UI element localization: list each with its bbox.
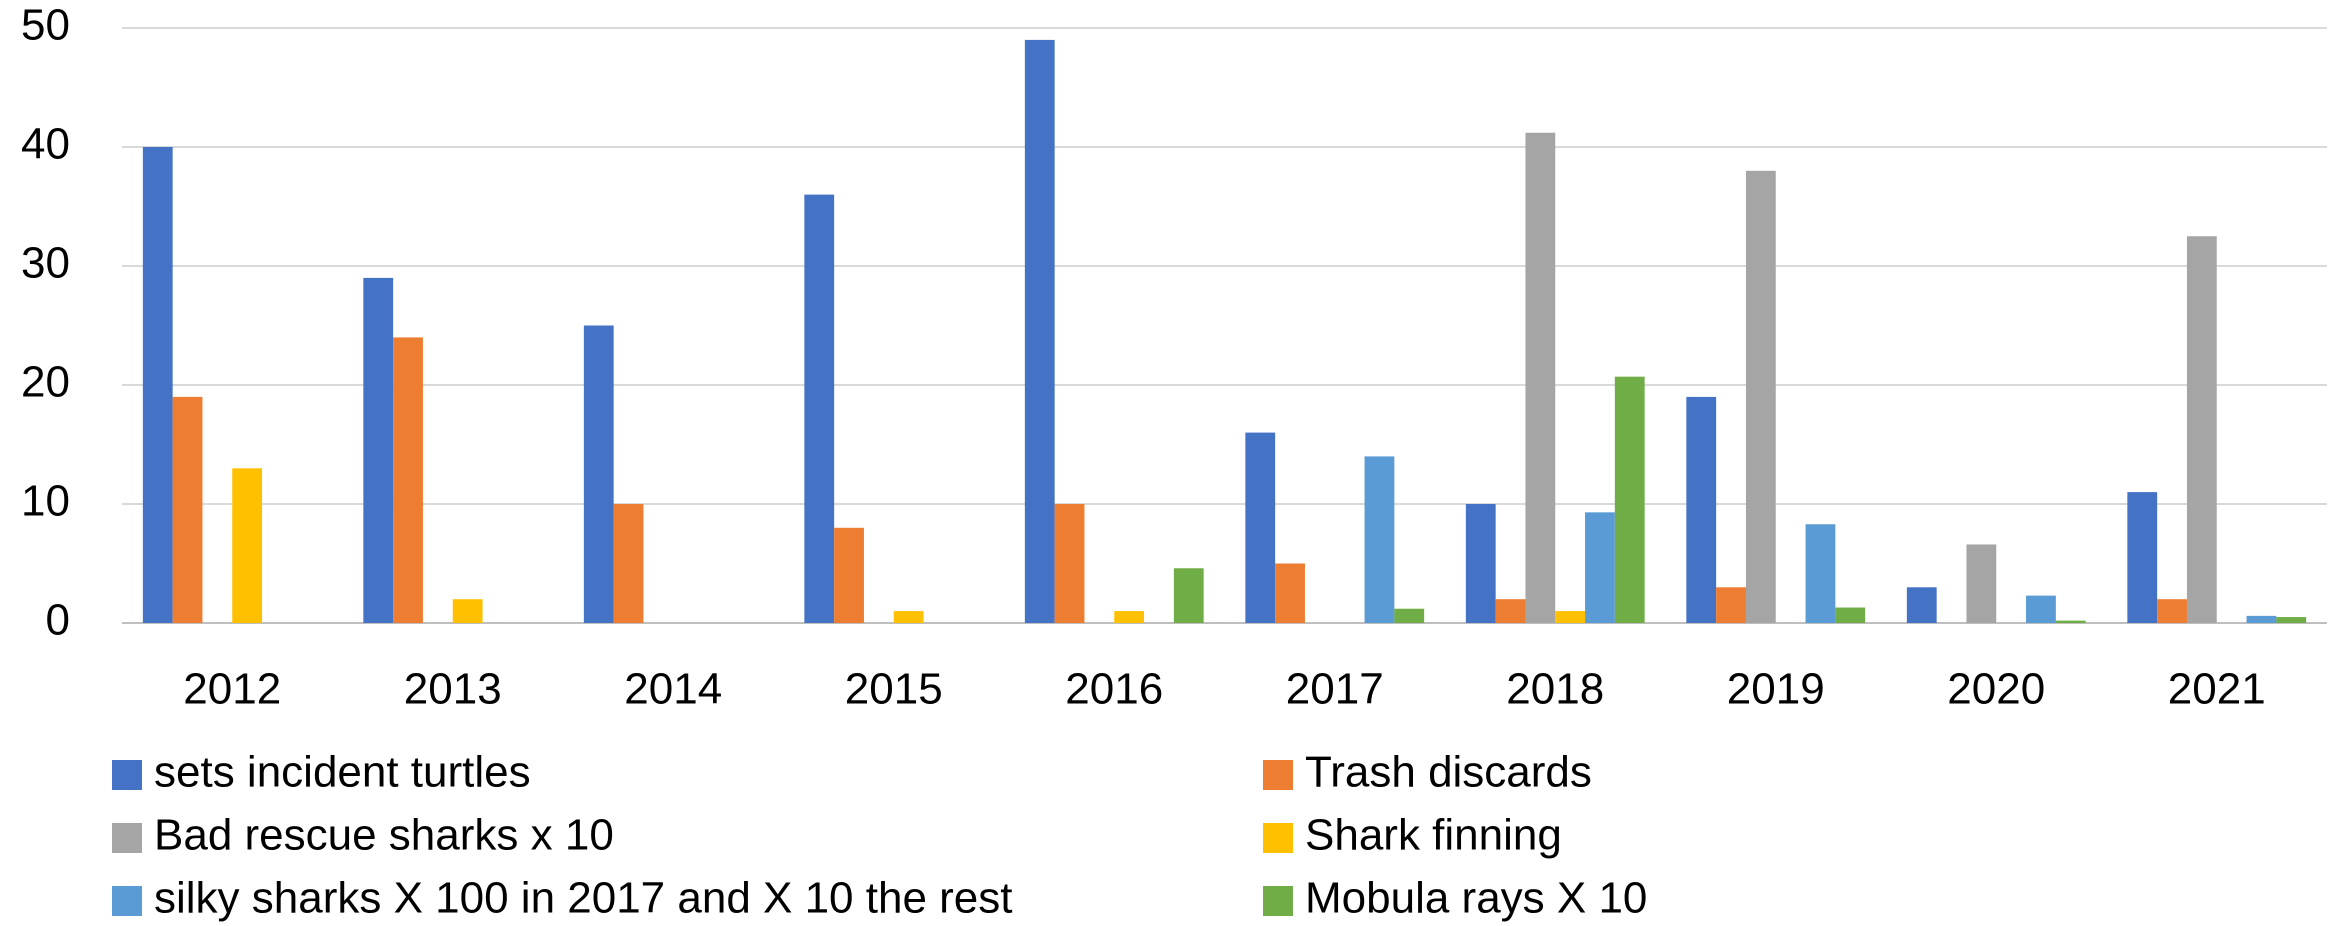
bar <box>1114 611 1145 623</box>
bar <box>1966 544 1997 623</box>
bar <box>583 325 614 623</box>
x-tick-label: 2020 <box>1947 665 2045 714</box>
bar <box>1585 512 1615 623</box>
legend-label: sets incident turtles <box>154 748 531 797</box>
bar <box>1686 396 1717 623</box>
x-tick-label: 2019 <box>1727 665 1825 714</box>
bar <box>393 337 423 623</box>
bar <box>2026 595 2056 623</box>
legend-swatch <box>112 760 142 790</box>
bar <box>1394 608 1425 623</box>
y-tick-label: 10 <box>21 477 70 526</box>
bar <box>1275 563 1305 623</box>
legend-swatch <box>112 823 142 853</box>
bar <box>172 396 203 623</box>
bar <box>2055 620 2086 623</box>
bar <box>1555 611 1586 623</box>
bar <box>1024 39 1055 623</box>
bar <box>2157 599 2187 623</box>
legend-label: silky sharks X 100 in 2017 and X 10 the … <box>154 874 1013 923</box>
x-tick-label: 2014 <box>624 665 722 714</box>
bar <box>2127 492 2158 623</box>
y-tick-label: 20 <box>21 358 70 407</box>
bar <box>363 277 394 623</box>
bar <box>142 147 173 623</box>
y-tick-label: 30 <box>21 239 70 288</box>
bar <box>1495 599 1526 623</box>
bar <box>1906 587 1937 623</box>
legend-label: Bad rescue sharks x 10 <box>154 811 614 860</box>
legend-label: Mobula rays X 10 <box>1305 874 1647 923</box>
y-tick-label: 0 <box>46 596 70 645</box>
bar <box>1835 607 1866 623</box>
bar <box>613 504 644 623</box>
bar <box>834 527 864 623</box>
y-tick-label: 40 <box>21 120 70 169</box>
bar <box>452 599 483 623</box>
bar <box>1525 132 1556 623</box>
bar <box>2186 236 2217 623</box>
x-tick-label: 2016 <box>1065 665 1163 714</box>
bar <box>1173 568 1204 623</box>
bar <box>1245 432 1276 623</box>
x-tick-label: 2018 <box>1506 665 1604 714</box>
bar <box>1054 504 1085 623</box>
bar <box>1745 170 1776 624</box>
bar <box>1364 456 1395 623</box>
legend-label: Trash discards <box>1305 748 1592 797</box>
bar <box>1716 587 1746 623</box>
bar <box>1465 504 1496 623</box>
x-tick-label: 2015 <box>845 665 943 714</box>
x-tick-label: 2021 <box>2168 665 2266 714</box>
bar <box>1614 376 1645 623</box>
bar <box>893 611 924 623</box>
bar <box>2276 617 2307 623</box>
legend-swatch <box>1263 886 1293 916</box>
x-tick-label: 2017 <box>1286 665 1384 714</box>
bar <box>2246 615 2277 623</box>
legend-swatch <box>1263 823 1293 853</box>
x-tick-label: 2013 <box>404 665 502 714</box>
bar <box>1805 524 1836 623</box>
legend-label: Shark finning <box>1305 811 1562 860</box>
bar <box>804 194 835 623</box>
bar <box>232 468 263 623</box>
x-tick-label: 2012 <box>183 665 281 714</box>
legend-swatch <box>1263 760 1293 790</box>
legend-swatch <box>112 886 142 916</box>
y-tick-label: 50 <box>21 1 70 50</box>
